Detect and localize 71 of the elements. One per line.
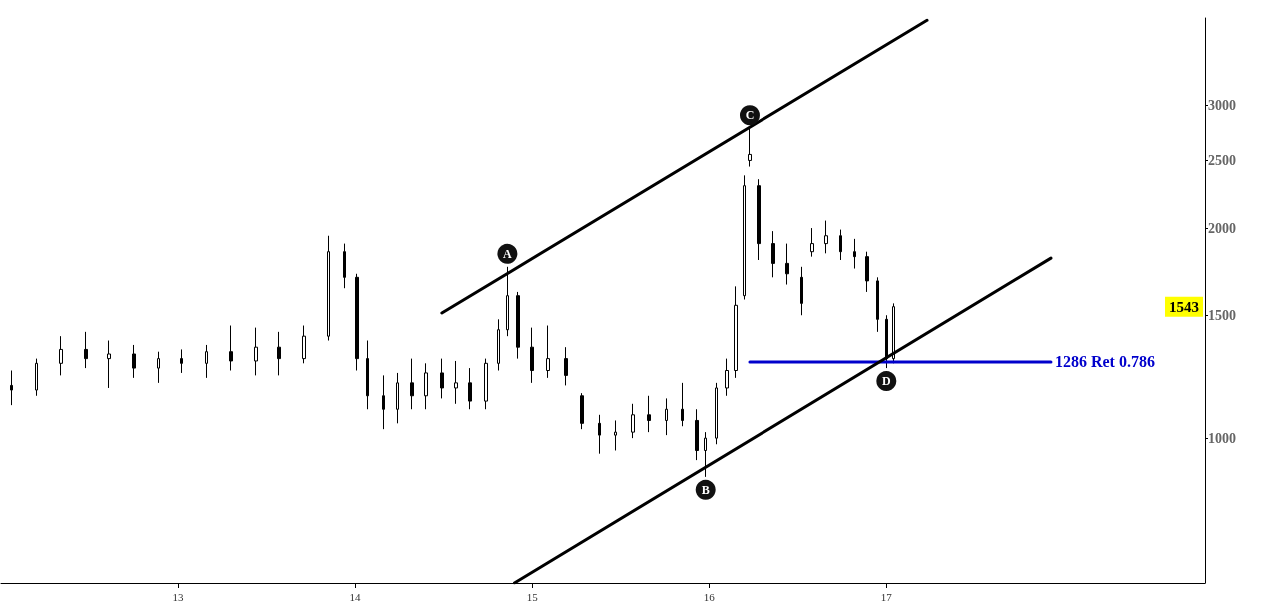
candlestick	[810, 227, 814, 258]
candlestick	[725, 358, 729, 397]
candlestick	[695, 408, 699, 461]
candlestick	[757, 178, 761, 261]
candlestick	[84, 331, 88, 369]
candlestick	[468, 367, 472, 410]
candlestick	[497, 318, 500, 371]
candlestick	[748, 127, 752, 168]
candlestick	[598, 414, 601, 455]
candlestick	[410, 358, 414, 410]
candlestick	[277, 331, 281, 376]
y-tick-label: 3000	[1208, 97, 1236, 113]
candlestick	[327, 235, 330, 342]
candlestick	[302, 325, 306, 364]
candlestick	[546, 325, 550, 379]
candlestick	[647, 395, 651, 433]
candlestick	[35, 358, 38, 397]
candlestick	[785, 243, 789, 286]
annotation: 1543	[1169, 299, 1199, 316]
candlestick	[254, 327, 258, 376]
annotation: D	[881, 374, 891, 389]
candlestick	[382, 374, 385, 430]
candlestick	[440, 358, 444, 399]
candlestick	[132, 344, 136, 379]
candlestick	[355, 273, 359, 371]
candlestick	[885, 314, 888, 369]
annotation: B	[701, 482, 710, 497]
annotation: 1286 Ret 0.786	[1054, 353, 1155, 371]
candlestick	[865, 251, 869, 293]
candlestick	[343, 243, 346, 289]
candlestick	[853, 238, 856, 270]
candlestick	[715, 382, 718, 445]
candlestick	[107, 340, 111, 389]
candlestick	[631, 403, 635, 439]
x-tick-label: 17	[880, 590, 893, 603]
candlestick	[366, 340, 369, 410]
x-tick-label: 14	[349, 590, 362, 603]
candlestick	[516, 291, 520, 360]
candlestick	[665, 397, 668, 436]
candlestick	[205, 344, 208, 379]
candlestick	[771, 230, 775, 278]
annotation: C	[745, 108, 755, 123]
y-tick-label: 1500	[1208, 307, 1236, 323]
y-tick-label: 1000	[1208, 430, 1236, 446]
candlestick	[580, 392, 584, 430]
candlestick	[681, 382, 684, 427]
candlestick	[229, 325, 233, 371]
candlestick	[157, 351, 160, 384]
candlestick	[180, 348, 183, 374]
candlestick	[424, 362, 428, 410]
candlestick	[564, 346, 568, 386]
y-tick-label: 2000	[1208, 220, 1236, 236]
x-tick-label: 13	[172, 590, 185, 603]
candlestick	[824, 220, 828, 254]
candlestick	[454, 360, 458, 405]
candlestick	[734, 285, 738, 379]
candlestick	[396, 372, 399, 424]
y-tick-label: 2500	[1208, 152, 1236, 168]
candlestick	[800, 266, 803, 316]
candlestick	[10, 370, 13, 406]
candlestick	[59, 335, 63, 376]
x-tick-label: 15	[526, 590, 539, 603]
annotation: A	[503, 246, 513, 261]
candlestick	[614, 419, 617, 451]
x-tick-label: 16	[703, 590, 716, 603]
candlestick	[530, 327, 534, 384]
candlestick	[743, 174, 746, 300]
candlestick	[839, 229, 842, 261]
candlestick	[484, 358, 488, 410]
candlestick	[876, 276, 879, 333]
candlestick	[704, 431, 707, 478]
